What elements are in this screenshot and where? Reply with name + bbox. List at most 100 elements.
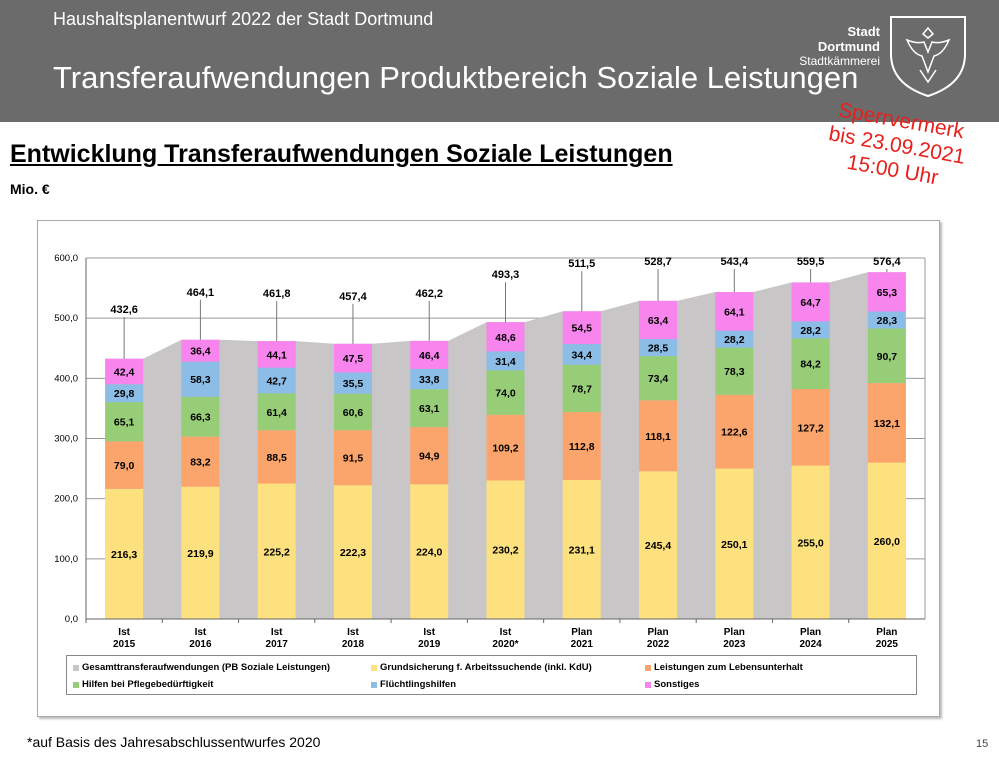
y-tick-label: 500,0 — [54, 313, 78, 324]
total-label: 543,4 — [721, 256, 749, 268]
total-label: 493,3 — [492, 269, 520, 281]
bar-segment — [562, 344, 601, 365]
legend-item: Hilfen bei Pflegebedürftigkeit — [73, 679, 213, 690]
bar-segment — [486, 414, 525, 481]
bar-segment — [715, 468, 754, 619]
eagle-logo-icon — [890, 16, 966, 98]
bar-segment — [410, 484, 449, 619]
data-label: 245,4 — [645, 540, 671, 552]
total-label: 462,2 — [415, 288, 443, 300]
data-label: 28,2 — [800, 325, 821, 337]
data-label: 109,2 — [492, 443, 518, 455]
data-label: 132,1 — [874, 418, 900, 430]
data-label: 78,7 — [572, 383, 593, 395]
x-tick-label: Plan — [800, 627, 821, 638]
data-label: 224,0 — [416, 547, 442, 559]
x-tick-label: Plan — [724, 627, 745, 638]
legend-label: Hilfen bei Pflegebedürftigkeit — [82, 679, 214, 690]
data-label: 61,4 — [266, 407, 287, 419]
data-label: 222,3 — [340, 547, 366, 559]
data-label: 260,0 — [874, 536, 900, 548]
bar-segment — [486, 322, 525, 352]
data-label: 31,4 — [495, 356, 516, 368]
legend-swatch — [371, 681, 377, 688]
data-label: 29,8 — [114, 388, 135, 400]
data-label: 88,5 — [266, 452, 287, 464]
data-label: 64,7 — [800, 297, 821, 309]
bar-segment — [181, 361, 220, 397]
x-tick-label: 2017 — [266, 639, 289, 650]
data-label: 127,2 — [797, 422, 823, 434]
data-label: 58,3 — [190, 374, 211, 386]
bar-segment — [257, 483, 296, 619]
x-tick-label: Plan — [876, 627, 897, 638]
data-label: 231,1 — [569, 544, 595, 556]
legend-label: Flüchtlingshilfen — [380, 679, 456, 690]
bar-segment — [639, 471, 678, 619]
bar-segment — [410, 427, 449, 485]
data-label: 255,0 — [797, 537, 823, 549]
y-tick-label: 600,0 — [54, 253, 78, 264]
bar-segment — [105, 384, 144, 403]
total-label: 559,5 — [797, 256, 825, 268]
bar-segment — [333, 393, 372, 431]
bar-segment — [715, 292, 754, 331]
y-tick-label: 400,0 — [54, 373, 78, 384]
data-label: 65,1 — [114, 417, 135, 429]
bar-segment — [867, 383, 906, 463]
data-label: 91,5 — [343, 453, 364, 465]
bar-segment — [562, 412, 601, 480]
page-number: 15 — [976, 738, 989, 750]
y-tick-label: 300,0 — [54, 434, 78, 445]
bar-segment — [333, 372, 372, 394]
data-label: 28,2 — [724, 334, 745, 346]
x-tick-label: 2019 — [418, 639, 441, 650]
bar-segment — [867, 311, 906, 329]
bar-segment — [333, 430, 372, 486]
data-label: 42,4 — [114, 366, 135, 378]
data-label: 118,1 — [645, 431, 671, 443]
data-label: 28,3 — [877, 315, 898, 327]
bar-segment — [257, 341, 296, 368]
bar-segment — [105, 441, 144, 489]
bar-segment — [181, 436, 220, 487]
y-tick-label: 0,0 — [65, 614, 78, 625]
legend-label: Grundsicherung f. Arbeitssuchende (inkl.… — [380, 662, 592, 673]
legend-swatch — [73, 681, 79, 688]
bar-segment — [181, 339, 220, 362]
total-label: 457,4 — [339, 291, 367, 303]
bar-segment — [867, 328, 906, 384]
data-label: 60,6 — [343, 407, 364, 419]
bar-segment — [257, 367, 296, 394]
data-label: 65,3 — [877, 287, 898, 299]
legend-swatch — [371, 664, 377, 671]
data-label: 34,4 — [572, 349, 593, 361]
x-tick-label: Ist — [195, 627, 207, 638]
data-label: 66,3 — [190, 412, 211, 424]
x-tick-label: Ist — [500, 627, 512, 638]
x-tick-label: Ist — [118, 627, 130, 638]
data-label: 46,4 — [419, 350, 440, 362]
data-label: 73,4 — [648, 373, 669, 385]
bar-segment — [639, 338, 678, 357]
header-band: Haushaltsplanentwurf 2022 der Stadt Dort… — [0, 0, 999, 122]
total-label: 432,6 — [110, 304, 138, 316]
data-label: 74,0 — [495, 388, 516, 400]
data-label: 64,1 — [724, 306, 745, 318]
legend-item: Gesamttransferaufwendungen (PB Soziale L… — [73, 662, 330, 673]
bar-segment — [410, 340, 449, 369]
data-label: 42,7 — [266, 375, 287, 387]
x-tick-label: 2024 — [799, 639, 822, 650]
data-label: 79,0 — [114, 460, 135, 472]
x-tick-label: 2022 — [647, 639, 670, 650]
data-label: 36,4 — [190, 346, 211, 358]
legend-swatch — [645, 664, 651, 671]
bar-segment — [791, 465, 830, 619]
data-label: 54,5 — [572, 323, 593, 335]
bar-segment — [715, 394, 754, 469]
x-tick-label: 2025 — [876, 639, 899, 650]
data-label: 28,5 — [648, 343, 669, 355]
bar-segment — [791, 321, 830, 339]
y-tick-label: 200,0 — [54, 494, 78, 505]
data-label: 122,6 — [721, 427, 747, 439]
